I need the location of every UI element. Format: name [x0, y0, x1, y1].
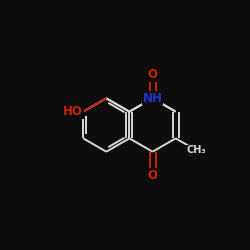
Text: O: O — [148, 169, 158, 182]
Text: O: O — [148, 68, 158, 81]
Text: HO: HO — [63, 105, 83, 118]
Text: CH₃: CH₃ — [187, 145, 206, 155]
Text: NH: NH — [142, 92, 163, 105]
